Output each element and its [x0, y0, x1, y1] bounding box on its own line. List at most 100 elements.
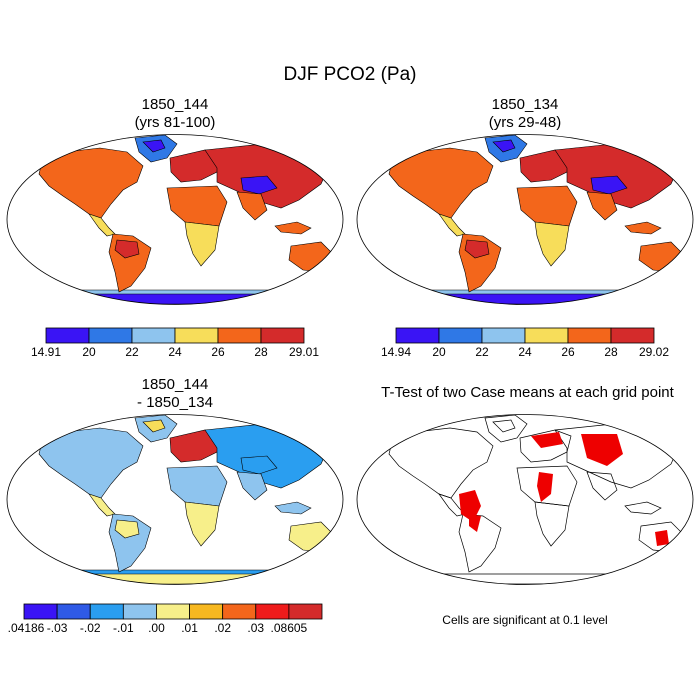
colorbar-2-box-2	[481, 327, 526, 344]
colorbar-2-box-3	[524, 327, 569, 344]
colorbar-3-label-5: .01	[181, 621, 198, 635]
colorbar-2-label-3: 24	[518, 345, 532, 359]
panel-1-title-line1: 1850_144	[141, 96, 209, 113]
colorbar-1-box-2	[131, 327, 176, 344]
region-arctic_ocean	[492, 139, 516, 153]
outline-south_america	[458, 513, 502, 573]
significant-central_africa	[537, 472, 553, 502]
region-south_asia	[236, 191, 268, 221]
panel-1-colorbar: 14.91 20 22 24 26 28 29.01	[31, 327, 319, 359]
colorbar-2-box-5	[610, 327, 655, 344]
colorbar-3-box-8	[288, 603, 323, 620]
colorbar-1-label-5: 28	[254, 345, 268, 359]
outline-europe	[519, 429, 572, 463]
outline-south_asia	[586, 471, 618, 501]
colorbar-2-box-0	[395, 327, 440, 344]
panel-1-title-line2: (yrs 81-100)	[134, 114, 216, 131]
colorbar-3-box-7	[255, 603, 290, 620]
panel-2-title-line1: 1850_134	[491, 96, 559, 113]
region-indonesia	[624, 221, 662, 235]
panel-1-title: 1850_144 (yrs 81-100)	[5, 96, 345, 132]
region-north_america	[38, 147, 144, 219]
region-africa_south	[184, 501, 220, 547]
map-border-3	[6, 414, 344, 585]
colorbar-1-box-3	[174, 327, 219, 344]
panel-2-title: 1850_134 (yrs 29-48)	[355, 96, 695, 132]
colorbar-2-label-4: 26	[561, 345, 575, 359]
outline-arctic_ocean	[492, 419, 516, 433]
colorbar-1-label-0: 14.91	[31, 345, 61, 359]
region-tibet	[590, 175, 628, 195]
colorbar-3-label-8: .08605	[271, 621, 308, 635]
panel-3-title-line2: - 1850_134	[137, 394, 213, 411]
panel-3-colorbar: -.04186-.03 -.02 -.01 .00 .01 .02 .03 .08605	[8, 603, 323, 635]
panel-4-map	[356, 414, 694, 585]
significant-south_america_east	[469, 514, 481, 532]
region-arctic_ocean	[142, 139, 166, 153]
outline-north_america	[388, 427, 494, 499]
colorbar-3-label-2: -.02	[80, 621, 101, 635]
colorbar-3-label-3: -.01	[113, 621, 134, 635]
panel-2-title-line2: (yrs 29-48)	[488, 114, 562, 131]
region-south_asia	[236, 471, 268, 501]
region-amazon	[114, 519, 140, 539]
colorbar-3-box-5	[189, 603, 224, 620]
panel-1-map	[6, 134, 344, 305]
colorbar-3-box-0	[23, 603, 58, 620]
region-north_america	[38, 427, 144, 499]
region-africa_south	[534, 221, 570, 267]
colorbar-3-label-0: -.04186	[8, 621, 45, 635]
region-amazon	[464, 239, 490, 259]
region-antarctica	[48, 573, 302, 585]
colorbar-1-box-4	[217, 327, 262, 344]
region-south_asia	[586, 191, 618, 221]
map-border-4	[356, 414, 694, 585]
colorbar-1-label-4: 26	[211, 345, 225, 359]
significant-europe_north	[531, 432, 563, 448]
panel-4-title: T-Test of two Case means at each grid po…	[355, 384, 700, 402]
region-antarctica	[398, 293, 652, 305]
panel-3-title: 1850_144 - 1850_134	[5, 376, 345, 412]
significant-central_asia	[581, 434, 623, 466]
colorbar-2-box-4	[567, 327, 612, 344]
colorbar-1-box-1	[88, 327, 133, 344]
colorbar-3-label-7: .03	[247, 621, 264, 635]
colorbar-1-box-5	[260, 327, 305, 344]
colorbar-3-box-3	[122, 603, 157, 620]
region-amazon	[114, 239, 140, 259]
colorbar-2-label-0: 14.94	[381, 345, 411, 359]
colorbar-3-box-1	[56, 603, 91, 620]
region-arctic_ocean	[142, 419, 166, 433]
map-ocean-4	[357, 414, 693, 585]
panel-2-colorbar: 14.94 20 22 24 26 28 29.02	[381, 327, 669, 359]
panel-3-title-line1: 1850_144	[141, 376, 209, 393]
map-border-2	[356, 134, 694, 305]
region-africa_south	[184, 221, 220, 267]
colorbar-3-label-1: -.03	[47, 621, 68, 635]
colorbar-3-box-2	[89, 603, 124, 620]
region-tibet	[240, 175, 278, 195]
outline-africa_south	[534, 501, 570, 547]
colorbar-1-label-3: 24	[168, 345, 182, 359]
panel-3-map	[6, 414, 344, 585]
figure-title: DJF PCO2 (Pa)	[283, 64, 417, 85]
region-indonesia	[274, 221, 312, 235]
significant-australia_east	[655, 530, 669, 546]
colorbar-1-label-6: 29.01	[289, 345, 319, 359]
colorbar-2-label-6: 29.02	[639, 345, 669, 359]
colorbar-3-label-4: .00	[148, 621, 165, 635]
outline-indonesia	[624, 501, 662, 515]
colorbar-3-label-6: .02	[214, 621, 231, 635]
colorbar-2-label-5: 28	[604, 345, 618, 359]
panel-4-title-line1: T-Test of two Case means at each grid po…	[381, 384, 674, 401]
colorbar-1-label-1: 20	[82, 345, 96, 359]
colorbar-2-label-2: 22	[475, 345, 489, 359]
map-border-1	[6, 134, 344, 305]
panel-2-map	[356, 134, 694, 305]
colorbar-2-box-1	[438, 327, 483, 344]
colorbar-1-label-2: 22	[125, 345, 139, 359]
significant-amazon	[459, 490, 481, 522]
region-north_america	[388, 147, 494, 219]
region-indonesia	[274, 501, 312, 515]
region-tibet	[240, 455, 278, 475]
